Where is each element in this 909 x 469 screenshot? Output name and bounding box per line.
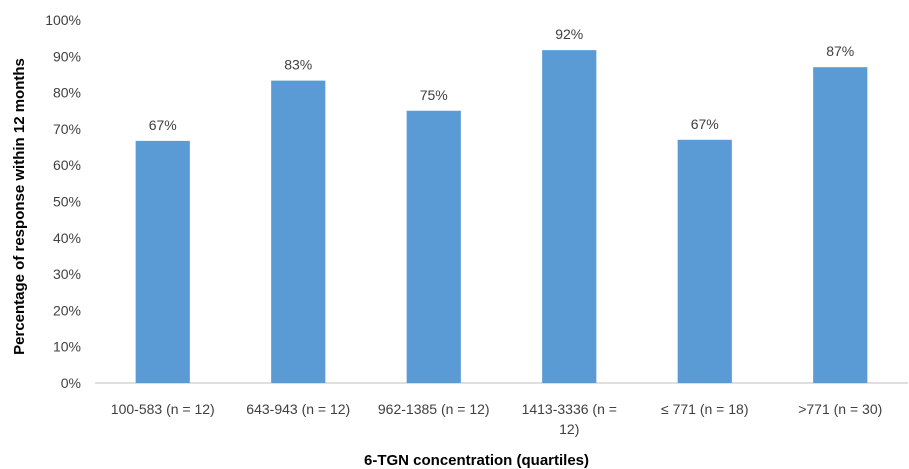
data-label: 67%: [691, 116, 719, 132]
y-tick-label: 50%: [53, 194, 81, 210]
x-tick-label: 1413-3336 (n = 12): [522, 401, 617, 437]
data-label: 67%: [149, 117, 177, 133]
x-tick-label: 643-943 (n = 12): [246, 401, 350, 417]
data-label: 87%: [826, 43, 854, 59]
y-tick-label: 40%: [53, 230, 81, 246]
x-tick-label-line: 962-1385 (n = 12): [378, 401, 490, 417]
bar: [406, 110, 461, 383]
y-tick-label: 0%: [61, 375, 81, 391]
data-labels: 67% 83% 75% 92% 67% 87%: [149, 26, 855, 133]
y-tick-label: 60%: [53, 157, 81, 173]
x-tick-label-line: 100-583 (n = 12): [111, 401, 215, 417]
data-label: 83%: [284, 57, 312, 73]
y-tick-label: 70%: [53, 121, 81, 137]
y-tick-label: 10%: [53, 339, 81, 355]
x-tick-label: ≤ 771 (n = 18): [661, 401, 748, 417]
bar: [271, 80, 326, 383]
bar: [813, 67, 868, 383]
bar: [542, 50, 597, 384]
y-axis-title: Percentage of response within 12 months: [11, 58, 28, 355]
bars: [135, 50, 868, 384]
bar: [677, 139, 732, 383]
x-tick-label: >771 (n = 30): [798, 401, 882, 417]
y-tick-label: 80%: [53, 85, 81, 101]
x-tick-label: 962-1385 (n = 12): [378, 401, 490, 417]
x-tick-label-line: 12): [559, 421, 579, 437]
bar: [135, 140, 190, 383]
y-tick-label: 20%: [53, 302, 81, 318]
x-axis-title: 6-TGN concentration (quartiles): [364, 452, 589, 469]
x-tick-label-line: ≤ 771 (n = 18): [661, 401, 748, 417]
x-axis-ticks: 100-583 (n = 12) 643-943 (n = 12) 962-1385…: [111, 401, 882, 437]
y-tick-label: 100%: [45, 12, 81, 28]
x-tick-label: 100-583 (n = 12): [111, 401, 215, 417]
x-tick-label-line: 1413-3336 (n =: [522, 401, 617, 417]
y-tick-label: 30%: [53, 266, 81, 282]
y-tick-label: 90%: [53, 48, 81, 64]
data-label: 92%: [555, 26, 583, 42]
x-tick-label-line: >771 (n = 30): [798, 401, 882, 417]
x-tick-label-line: 643-943 (n = 12): [246, 401, 350, 417]
data-label: 75%: [420, 87, 448, 103]
y-axis-ticks: 0% 10% 20% 30% 40% 50% 60% 70% 80% 90% 100%: [45, 12, 81, 391]
